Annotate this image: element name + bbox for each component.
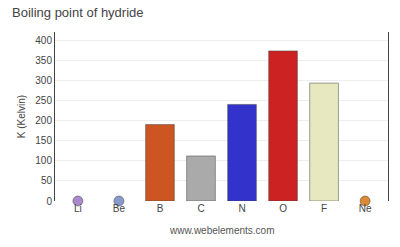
svg-text:O: O [279,203,287,214]
svg-text:200: 200 [35,115,52,126]
svg-text:Ne: Ne [359,203,372,214]
svg-text:N: N [238,203,245,214]
svg-text:400: 400 [35,35,52,46]
svg-text:Li: Li [74,203,82,214]
svg-text:Boiling point of hydride: Boiling point of hydride [12,5,144,20]
svg-text:K (Kelvin): K (Kelvin) [16,95,27,138]
svg-text:F: F [321,203,327,214]
svg-text:100: 100 [35,155,52,166]
svg-text:0: 0 [46,196,52,207]
svg-text:50: 50 [41,175,53,186]
svg-text:150: 150 [35,135,52,146]
svg-text:300: 300 [35,75,52,86]
svg-text:Be: Be [113,203,126,214]
svg-text:250: 250 [35,95,52,106]
svg-text:350: 350 [35,55,52,66]
svg-text:B: B [157,203,164,214]
svg-text:www.webelements.com: www.webelements.com [169,225,274,236]
svg-text:C: C [197,203,204,214]
